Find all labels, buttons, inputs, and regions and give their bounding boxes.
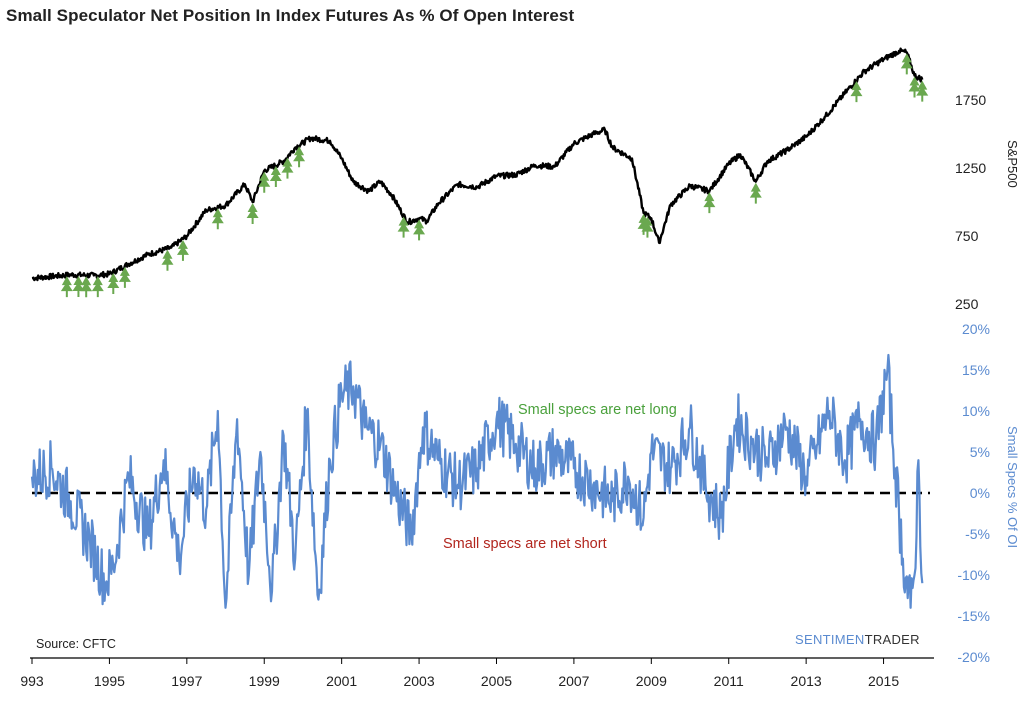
x-tick-label-6: 2005 (481, 673, 512, 689)
buy-signal-marker-6 (161, 249, 174, 271)
x-tick-label-5: 2003 (403, 673, 434, 689)
buy-signal-marker-10 (258, 171, 271, 193)
x-tick-label-11: 2015 (868, 673, 899, 689)
buy-signal-marker-19 (749, 182, 762, 204)
specs-tick-4: 0% (970, 485, 990, 501)
specs-tick-3: 5% (970, 444, 990, 460)
specs-axis-title: Small Specs % Of OI (1005, 426, 1020, 549)
buy-signal-marker-17 (641, 216, 654, 238)
buy-signal-marker-4 (107, 273, 120, 295)
brand-part1: SENTIMEN (795, 632, 865, 647)
sp500-tick-1: 750 (955, 228, 979, 244)
sp500-tick-0: 250 (955, 296, 979, 312)
buy-signal-marker-5 (118, 266, 131, 288)
sp500-tick-2: 1250 (955, 160, 986, 176)
buy-signal-marker-9 (246, 203, 259, 224)
x-tick-label-8: 2009 (636, 673, 667, 689)
buy-signal-marker-20 (850, 81, 863, 103)
brand-part2: TRADER (864, 632, 920, 647)
x-tick-label-4: 2001 (326, 673, 357, 689)
sp500-tick-3: 1750 (955, 92, 986, 108)
brand-logo: SENTIMENTRADER (795, 632, 920, 647)
specs-tick-8: -20% (957, 649, 990, 665)
buy-signal-marker-12 (281, 157, 294, 179)
x-tick-label-9: 2011 (714, 673, 744, 689)
buy-signal-marker-15 (413, 219, 426, 241)
x-tick-label-3: 1999 (249, 673, 280, 689)
buy-signal-marker-11 (269, 166, 282, 188)
x-tick-label-0: 993 (20, 673, 44, 689)
specs-tick-1: 15% (962, 362, 990, 378)
buy-signal-marker-23 (916, 80, 929, 102)
net-short-annotation: Small specs are net short (443, 536, 607, 552)
buy-signal-marker-7 (176, 239, 189, 261)
sp500-line (31, 47, 924, 282)
buy-signal-marker-2 (80, 276, 93, 298)
sp500-axis-title: S&P500 (1005, 140, 1020, 188)
chart-title: Small Speculator Net Position In Index F… (6, 6, 575, 25)
x-tick-label-10: 2013 (791, 673, 822, 689)
small-specs-line (30, 353, 924, 609)
buy-signal-marker-21 (900, 53, 913, 75)
x-tick-label-2: 1997 (171, 673, 202, 689)
specs-tick-5: -5% (965, 526, 990, 542)
buy-signal-marker-14 (397, 216, 410, 238)
buy-signal-marker-0 (60, 276, 73, 298)
source-note: Source: CFTC (36, 637, 116, 651)
specs-tick-7: -15% (957, 608, 990, 624)
buy-signal-marker-13 (293, 146, 306, 168)
specs-tick-6: -10% (957, 567, 990, 583)
buy-signal-marker-8 (211, 208, 224, 230)
specs-tick-0: 20% (962, 321, 990, 337)
net-long-annotation: Small specs are net long (518, 402, 677, 418)
x-tick-label-7: 2007 (558, 673, 589, 689)
buy-signal-marker-18 (703, 192, 716, 214)
specs-tick-2: 10% (962, 403, 990, 419)
buy-signal-marker-1 (72, 275, 85, 297)
buy-signal-marker-22 (908, 76, 921, 98)
x-tick-label-1: 1995 (94, 673, 125, 689)
buy-signal-marker-3 (91, 276, 104, 298)
